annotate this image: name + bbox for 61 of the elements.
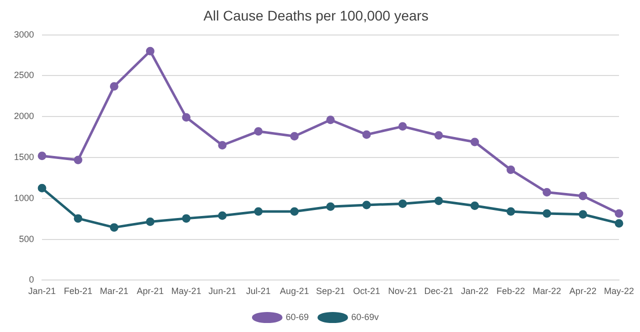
point (542, 188, 552, 197)
point (362, 200, 371, 210)
x-tick-label: Mar-21 (100, 286, 128, 296)
y-tick-label: 3000 (14, 29, 34, 40)
point (326, 202, 335, 211)
point (362, 130, 371, 139)
point (290, 207, 299, 216)
point (506, 207, 516, 216)
y-tick-label: 1000 (14, 192, 34, 203)
x-tick-label: Nov-21 (388, 286, 418, 296)
x-tick-label: Mar-22 (532, 286, 562, 296)
x-tick-label: Feb-21 (64, 286, 92, 296)
point (470, 202, 479, 210)
point (254, 127, 263, 136)
x-tick-label: Oct-21 (353, 286, 380, 296)
point (614, 219, 624, 228)
x-tick-label: Jun-21 (208, 286, 236, 296)
x-tick-label: Jul-21 (246, 286, 271, 296)
point (290, 132, 299, 140)
x-tick-label: Jan-22 (460, 286, 489, 296)
point (542, 209, 552, 218)
point (110, 82, 118, 91)
y-tick-label: 1500 (14, 152, 34, 162)
point (218, 140, 227, 150)
point (434, 196, 443, 206)
x-tick-label: May-22 (604, 286, 634, 296)
point (182, 214, 191, 223)
x-tick-label: Aug-21 (280, 286, 309, 296)
y-tick-label: 0 (29, 274, 34, 285)
point (254, 207, 263, 216)
point (146, 217, 154, 226)
chart-title: All Cause Deaths per 100,000 years (204, 7, 428, 24)
point (578, 210, 588, 219)
x-tick-label: May-21 (171, 286, 202, 296)
x-tick-label: Dec-21 (424, 286, 454, 296)
x-tick-label: Sep-21 (316, 286, 346, 296)
x-tick-label: Jan-21 (28, 286, 56, 296)
point (74, 156, 82, 164)
point (38, 152, 46, 160)
point (578, 192, 588, 200)
point (470, 138, 479, 146)
x-tick-label: Apr-22 (569, 286, 596, 296)
point (326, 116, 335, 124)
legend-label: 60-69 (286, 312, 309, 322)
point (38, 184, 46, 192)
point (110, 223, 118, 232)
point (506, 166, 516, 174)
y-tick-label: 500 (18, 234, 34, 244)
point (398, 122, 407, 131)
x-tick-label: Apr-21 (136, 286, 164, 296)
point (218, 211, 227, 220)
point (398, 199, 407, 208)
point (146, 46, 154, 56)
legend-label: 60-69v (351, 312, 380, 322)
x-tick-label: Feb-22 (496, 286, 526, 296)
point (434, 131, 443, 140)
point (182, 113, 191, 122)
point (74, 214, 82, 223)
y-tick-label: 2500 (14, 70, 34, 80)
point (614, 209, 624, 218)
y-tick-label: 2000 (14, 111, 34, 122)
